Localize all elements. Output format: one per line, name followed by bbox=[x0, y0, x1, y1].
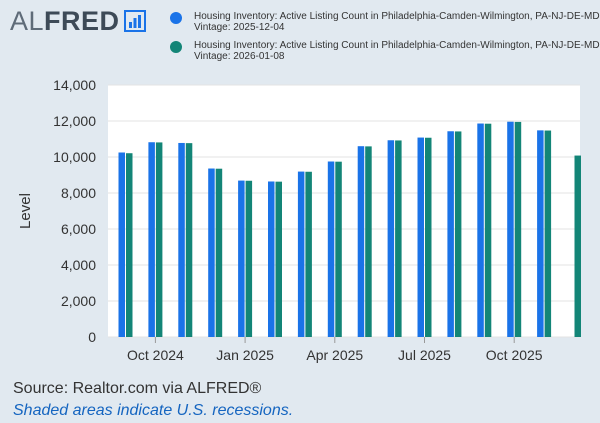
bar-series-2-2024-09[interactable] bbox=[126, 153, 133, 337]
bar-series-1-2025-11[interactable] bbox=[537, 130, 544, 337]
x-tick-label: Jan 2025 bbox=[216, 347, 274, 363]
legend-label: Housing Inventory: Active Listing Count … bbox=[194, 40, 600, 62]
bar-series-1-2025-08[interactable] bbox=[447, 131, 454, 337]
y-tick-label: 12,000 bbox=[53, 113, 96, 129]
y-tick-label: 4,000 bbox=[61, 257, 96, 273]
bar-series-1-2025-01[interactable] bbox=[238, 180, 245, 337]
bar-series-1-2025-04[interactable] bbox=[327, 161, 335, 338]
legend-marker bbox=[170, 41, 182, 53]
source-note: Source: Realtor.com via ALFRED® bbox=[13, 380, 262, 397]
x-tick-label: Apr 2025 bbox=[306, 347, 363, 363]
legend-item-vintage-2026-01-08[interactable]: Housing Inventory: Active Listing Count … bbox=[170, 40, 600, 66]
bar-series-1-2025-07[interactable] bbox=[417, 137, 425, 337]
alfred-logo[interactable]: ALFRED bbox=[10, 6, 146, 36]
bar-series-1-2025-05[interactable] bbox=[357, 146, 365, 337]
bar-series-2-2025-09[interactable] bbox=[484, 123, 492, 337]
x-tick-label: Oct 2024 bbox=[127, 347, 184, 363]
chart-header: ALFRED Housing Inventory: Active Listing… bbox=[0, 0, 600, 70]
y-tick-label: 8,000 bbox=[61, 185, 96, 201]
bar-chart: 0 2,000 4,000 6,000 8,000 10,000 12,000 14,000 L… bbox=[17, 77, 582, 363]
bar-series-2-2025-08[interactable] bbox=[454, 131, 462, 337]
bar-series-1-2024-12[interactable] bbox=[208, 168, 215, 337]
y-axis-title: Level bbox=[17, 193, 34, 229]
bar-series-1-2025-09[interactable] bbox=[477, 123, 484, 337]
y-tick-label: 6,000 bbox=[61, 221, 96, 237]
y-tick-label: 2,000 bbox=[61, 293, 96, 309]
bar-series-2-2025-06[interactable] bbox=[395, 140, 402, 337]
legend-marker bbox=[170, 12, 182, 24]
bar-series-1-2024-10[interactable] bbox=[148, 142, 155, 337]
bar-series-1-2025-06[interactable] bbox=[387, 140, 395, 337]
legend-item-vintage-2025-12-04[interactable]: Housing Inventory: Active Listing Count … bbox=[170, 11, 600, 37]
bar-series-2-2025-03[interactable] bbox=[305, 171, 312, 337]
x-tick-label: Jul 2025 bbox=[398, 347, 451, 363]
x-tick-label: Oct 2025 bbox=[486, 347, 543, 363]
y-tick-label: 0 bbox=[88, 329, 96, 345]
bar-series-2-2024-11[interactable] bbox=[185, 143, 193, 337]
bar-series-2-2025-12[interactable] bbox=[574, 155, 582, 337]
y-tick-label: 10,000 bbox=[53, 149, 96, 165]
bar-series-1-2025-10[interactable] bbox=[507, 121, 514, 337]
bar-series-2-2025-10[interactable] bbox=[514, 121, 522, 338]
bar-series-2-2025-05[interactable] bbox=[365, 146, 372, 337]
y-tick-label: 14,000 bbox=[53, 77, 96, 93]
bar-series-1-2025-02[interactable] bbox=[268, 181, 275, 337]
bar-series-2-2025-07[interactable] bbox=[425, 137, 432, 337]
bar-series-1-2025-03[interactable] bbox=[297, 171, 305, 337]
bar-series-2-2024-12[interactable] bbox=[215, 168, 223, 337]
bar-series-2-2025-11[interactable] bbox=[544, 130, 552, 337]
bar-series-2-2025-04[interactable] bbox=[335, 161, 342, 337]
bar-series-2-2025-01[interactable] bbox=[245, 180, 253, 337]
legend-label: Housing Inventory: Active Listing Count … bbox=[194, 11, 600, 33]
logo-text: ALFRED bbox=[10, 5, 120, 36]
bar-series-1-2024-11[interactable] bbox=[178, 142, 185, 337]
chart-logo-icon bbox=[123, 10, 146, 32]
bar-series-2-2025-02[interactable] bbox=[275, 181, 283, 337]
bar-series-1-2024-09[interactable] bbox=[118, 152, 126, 338]
recession-note: Shaded areas indicate U.S. recessions. bbox=[13, 402, 294, 419]
bar-series-2-2024-10[interactable] bbox=[155, 142, 163, 337]
